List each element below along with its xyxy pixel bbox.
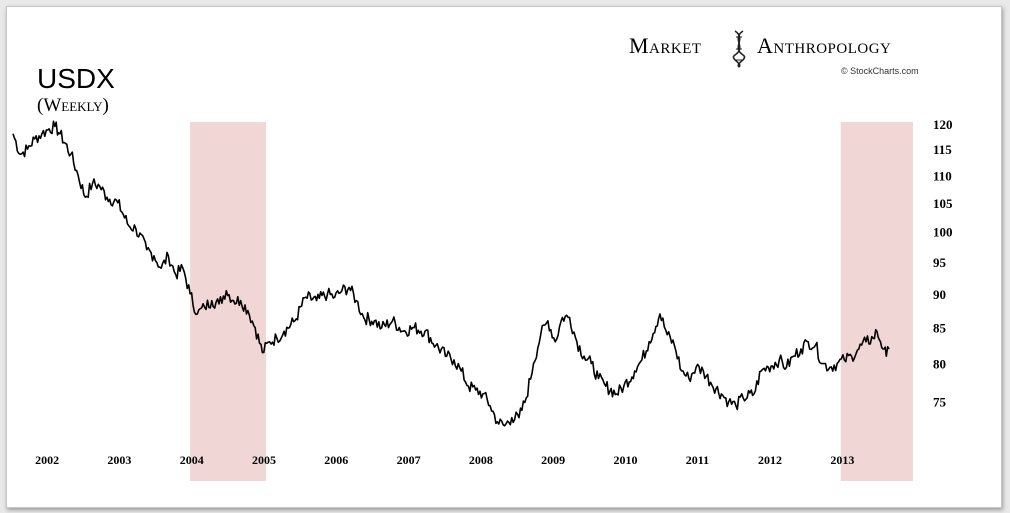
chart-frame: 75 80 85 90 95 100 105 110 115 120 2002 2003 2004 20…	[6, 6, 1002, 508]
x-tick-label: 2007	[397, 453, 421, 467]
y-tick-label: 75	[933, 395, 947, 410]
y-tick-label: 100	[933, 225, 953, 240]
x-tick-label: 2011	[686, 453, 709, 467]
y-tick-label: 105	[933, 196, 953, 211]
chart-title: USDX	[37, 63, 115, 94]
highlight-bands	[190, 122, 913, 481]
x-axis-ticks: 2002 2003 2004 2005 2006 2007 2008 2009 2010 2011…	[35, 453, 854, 467]
y-tick-label: 90	[933, 287, 946, 302]
dna-helix-icon	[732, 30, 746, 68]
y-tick-label: 120	[933, 117, 953, 132]
y-axis-ticks: 75 80 85 90 95 100 105 110 115 120	[933, 117, 953, 410]
usdx-price-line	[12, 120, 890, 427]
x-tick-label: 2013	[830, 453, 854, 467]
y-tick-label: 110	[933, 168, 952, 183]
highlight-band-2	[840, 122, 913, 481]
brand-right: Anthropology	[757, 33, 891, 58]
x-tick-label: 2003	[107, 453, 131, 467]
y-tick-label: 80	[933, 357, 946, 372]
x-tick-label: 2005	[252, 453, 276, 467]
x-tick-label: 2002	[35, 453, 59, 467]
x-tick-label: 2012	[758, 453, 782, 467]
brand-left: Market	[629, 33, 702, 58]
x-tick-label: 2004	[180, 453, 204, 467]
x-tick-label: 2006	[324, 453, 348, 467]
y-tick-label: 115	[933, 142, 952, 157]
x-tick-label: 2010	[613, 453, 637, 467]
x-tick-label: 2008	[469, 453, 493, 467]
y-tick-label: 95	[933, 255, 947, 270]
y-tick-label: 85	[933, 321, 947, 336]
highlight-band-1	[190, 122, 267, 481]
x-tick-label: 2009	[541, 453, 565, 467]
chart-subtitle: (Weekly)	[37, 95, 109, 116]
chart-credit: © StockCharts.com	[841, 66, 919, 76]
